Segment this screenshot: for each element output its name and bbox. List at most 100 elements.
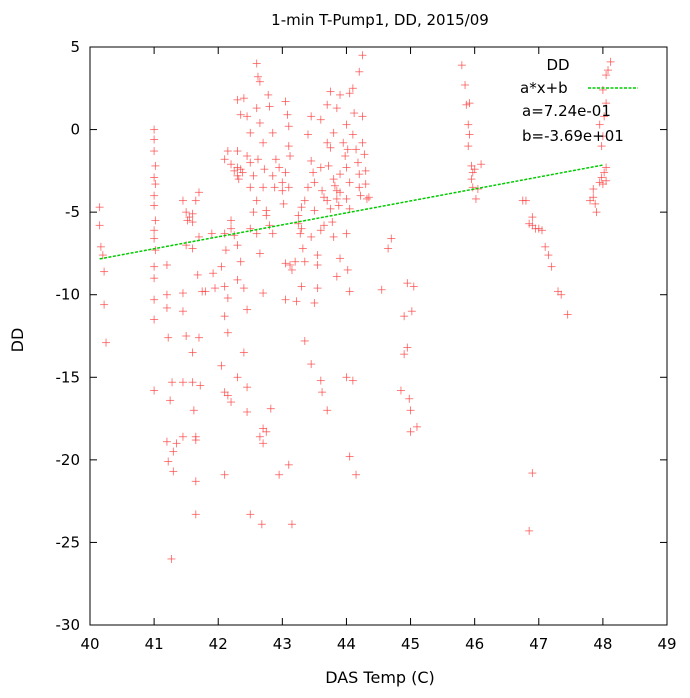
data-point: [323, 406, 332, 415]
data-point: [589, 185, 598, 194]
data-point: [294, 211, 303, 220]
data-point: [183, 216, 192, 225]
data-point: [287, 265, 296, 274]
data-point: [257, 520, 266, 529]
data-point: [528, 469, 537, 478]
data-point: [464, 142, 473, 151]
data-point: [178, 196, 187, 205]
data-point: [345, 89, 354, 98]
data-point: [355, 170, 364, 179]
data-point: [336, 170, 345, 179]
data-point: [345, 204, 354, 213]
data-point: [243, 383, 252, 392]
data-point: [332, 194, 341, 203]
data-point: [211, 284, 220, 293]
data-point: [217, 361, 226, 370]
data-point: [355, 67, 364, 76]
data-point: [348, 376, 357, 385]
data-point: [102, 338, 111, 347]
legend: DD a*x+b a=7.24e-01 b=-3.69e+01: [520, 56, 638, 145]
data-point: [249, 208, 258, 217]
data-point: [525, 526, 534, 535]
data-point: [284, 460, 293, 469]
data-point: [150, 274, 159, 283]
data-point: [150, 315, 159, 324]
data-point: [602, 71, 611, 80]
data-point: [465, 99, 474, 108]
data-point: [589, 193, 598, 202]
data-point: [534, 224, 543, 233]
data-point: [334, 201, 343, 210]
data-point: [191, 436, 200, 445]
data-point: [150, 295, 159, 304]
data-point: [467, 161, 476, 170]
data-point: [162, 290, 171, 299]
data-point: [172, 439, 181, 448]
data-point: [477, 160, 486, 169]
data-point: [300, 196, 309, 205]
data-point: [243, 407, 252, 416]
data-point: [220, 312, 229, 321]
data-point: [406, 406, 415, 415]
data-point: [262, 427, 271, 436]
data-point: [100, 300, 109, 309]
data-point: [191, 196, 200, 205]
data-point: [96, 242, 105, 251]
data-point: [150, 234, 159, 243]
data-point: [606, 57, 615, 66]
data-point: [233, 275, 242, 284]
data-point: [298, 244, 307, 253]
data-point: [223, 391, 232, 400]
data-point: [178, 432, 187, 441]
data-point: [255, 249, 264, 258]
data-point: [352, 470, 361, 479]
x-tick-label: 45: [401, 635, 420, 653]
data-point: [284, 183, 293, 192]
data-point: [364, 193, 373, 202]
data-point: [292, 297, 301, 306]
data-point: [461, 80, 470, 89]
data-point: [528, 213, 537, 222]
data-point: [528, 221, 537, 230]
data-point: [150, 226, 159, 235]
data-point: [281, 97, 290, 106]
data-point: [557, 290, 566, 299]
data-point: [271, 155, 280, 164]
data-point: [220, 282, 229, 291]
data-point: [284, 122, 293, 131]
data-point: [537, 226, 546, 235]
data-point: [409, 282, 418, 291]
data-point: [592, 208, 601, 217]
data-point: [151, 246, 160, 255]
data-point: [471, 194, 480, 203]
data-point: [150, 386, 159, 395]
data-point: [595, 178, 604, 187]
data-point: [279, 199, 288, 208]
data-point: [243, 112, 252, 121]
x-tick-label: 42: [209, 635, 228, 653]
data-point: [361, 166, 370, 175]
data-point: [313, 260, 322, 269]
data-point: [296, 229, 305, 238]
data-point: [252, 196, 261, 205]
data-point: [100, 267, 109, 276]
data-point: [303, 183, 312, 192]
data-point: [336, 188, 345, 197]
data-point: [600, 112, 609, 121]
data-point: [178, 378, 187, 387]
data-point: [598, 180, 607, 189]
data-point: [294, 219, 303, 228]
data-point: [233, 163, 242, 172]
data-point: [260, 165, 269, 174]
data-point: [356, 191, 365, 200]
data-point: [188, 348, 197, 357]
data-point: [307, 156, 316, 165]
data-point: [604, 66, 613, 75]
data-point: [563, 310, 572, 319]
data-point: [196, 381, 205, 390]
data-point: [239, 284, 248, 293]
data-point: [342, 194, 351, 203]
data-point: [194, 333, 203, 342]
data-point: [343, 145, 352, 154]
data-point: [236, 110, 245, 119]
